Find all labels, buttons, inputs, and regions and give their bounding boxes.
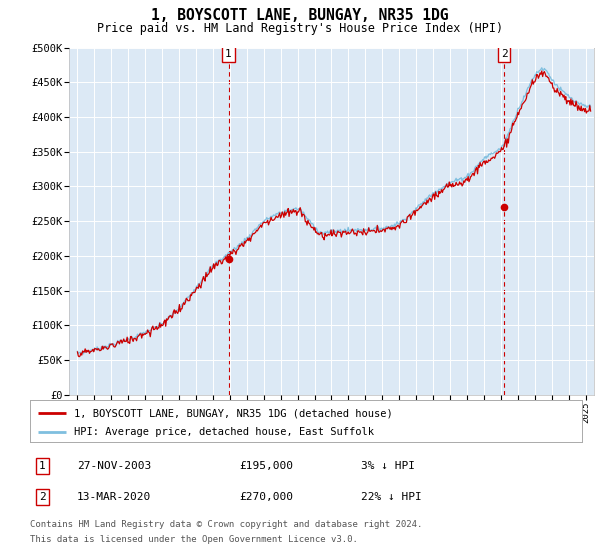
Text: Price paid vs. HM Land Registry's House Price Index (HPI): Price paid vs. HM Land Registry's House … bbox=[97, 22, 503, 35]
Text: 13-MAR-2020: 13-MAR-2020 bbox=[77, 492, 151, 502]
Text: Contains HM Land Registry data © Crown copyright and database right 2024.: Contains HM Land Registry data © Crown c… bbox=[30, 520, 422, 529]
Text: 22% ↓ HPI: 22% ↓ HPI bbox=[361, 492, 422, 502]
Text: 2: 2 bbox=[501, 49, 508, 59]
Text: £270,000: £270,000 bbox=[240, 492, 294, 502]
Text: 1: 1 bbox=[225, 49, 232, 59]
Text: 1: 1 bbox=[39, 461, 46, 471]
Text: 27-NOV-2003: 27-NOV-2003 bbox=[77, 461, 151, 471]
Text: 1, BOYSCOTT LANE, BUNGAY, NR35 1DG (detached house): 1, BOYSCOTT LANE, BUNGAY, NR35 1DG (deta… bbox=[74, 408, 393, 418]
Text: 2: 2 bbox=[39, 492, 46, 502]
Text: 3% ↓ HPI: 3% ↓ HPI bbox=[361, 461, 415, 471]
Text: 1, BOYSCOTT LANE, BUNGAY, NR35 1DG: 1, BOYSCOTT LANE, BUNGAY, NR35 1DG bbox=[151, 8, 449, 24]
Text: £195,000: £195,000 bbox=[240, 461, 294, 471]
Text: HPI: Average price, detached house, East Suffolk: HPI: Average price, detached house, East… bbox=[74, 427, 374, 437]
Text: This data is licensed under the Open Government Licence v3.0.: This data is licensed under the Open Gov… bbox=[30, 535, 358, 544]
